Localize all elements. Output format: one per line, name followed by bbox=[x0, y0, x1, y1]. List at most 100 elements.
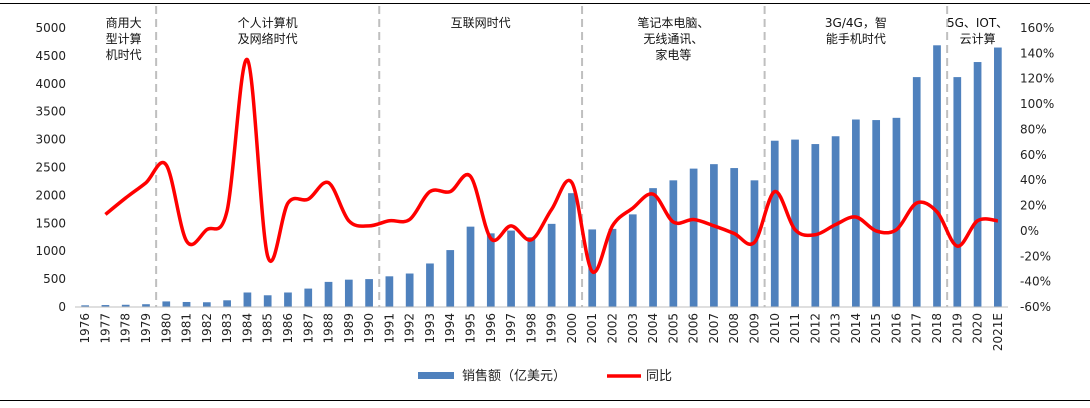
yoy-growth-line bbox=[104, 57, 999, 274]
era-label: 及网络时代 bbox=[238, 31, 298, 46]
y-right-tick: -60% bbox=[1020, 300, 1051, 314]
x-tick-2014: 2014 bbox=[849, 313, 863, 344]
era-label: 笔记本电脑、 bbox=[637, 15, 709, 30]
y-left-tick: 2500 bbox=[35, 161, 66, 175]
bar-1976 bbox=[81, 305, 89, 307]
x-tick-1995: 1995 bbox=[464, 313, 478, 344]
x-tick-2007: 2007 bbox=[707, 313, 721, 344]
y-right-tick: 20% bbox=[1020, 199, 1047, 213]
x-tick-1978: 1978 bbox=[119, 313, 133, 344]
y-left-tick: 4000 bbox=[35, 77, 66, 91]
x-tick-2002: 2002 bbox=[605, 313, 619, 344]
bar-1981 bbox=[182, 301, 191, 307]
y-left-tick: 3000 bbox=[35, 133, 66, 147]
bar-2021E bbox=[994, 47, 1002, 307]
era-label: 型计算 bbox=[106, 31, 142, 46]
x-tick-2018: 2018 bbox=[930, 313, 944, 344]
bar-1993 bbox=[426, 263, 434, 307]
x-tick-2009: 2009 bbox=[747, 313, 761, 344]
bar-2017 bbox=[912, 77, 921, 307]
era-label: 个人计算机 bbox=[238, 15, 298, 30]
era-label: 云计算 bbox=[960, 31, 996, 46]
bar-1990 bbox=[365, 279, 373, 307]
x-tick-1981: 1981 bbox=[180, 313, 194, 344]
legend-label-line: 同比 bbox=[646, 369, 672, 384]
x-tick-1986: 1986 bbox=[281, 313, 295, 344]
bottom-border bbox=[0, 400, 1090, 401]
line-layer bbox=[104, 57, 999, 274]
y-left-tick: 1500 bbox=[35, 216, 66, 230]
x-tick-1988: 1988 bbox=[322, 313, 336, 344]
bar-2007 bbox=[710, 164, 718, 307]
bar-2020 bbox=[973, 62, 982, 308]
x-tick-1980: 1980 bbox=[159, 313, 173, 344]
era-label: 能手机时代 bbox=[826, 32, 886, 46]
bar-2005 bbox=[669, 180, 678, 307]
y-right-tick: 60% bbox=[1020, 148, 1047, 162]
x-tick-2008: 2008 bbox=[727, 313, 741, 344]
x-tick-2021E: 2021E bbox=[991, 313, 1005, 351]
bar-2016 bbox=[892, 117, 901, 307]
x-tick-2003: 2003 bbox=[626, 313, 640, 344]
era-label: 家电等 bbox=[655, 47, 691, 62]
bar-2011 bbox=[791, 139, 799, 307]
x-tick-2013: 2013 bbox=[829, 313, 843, 344]
y-right-tick: 140% bbox=[1020, 46, 1054, 60]
y-left-tick: 4500 bbox=[35, 49, 66, 63]
x-tick-2001: 2001 bbox=[585, 313, 599, 344]
y-left-tick: 5000 bbox=[35, 21, 66, 35]
x-tick-1989: 1989 bbox=[342, 313, 356, 344]
bar-2013 bbox=[831, 136, 840, 307]
y-right-tick: 80% bbox=[1020, 122, 1047, 136]
x-tick-1987: 1987 bbox=[301, 313, 315, 344]
x-tick-1985: 1985 bbox=[261, 313, 275, 344]
y-left-tick: 3500 bbox=[35, 105, 66, 119]
bar-1979 bbox=[142, 304, 150, 307]
bar-1992 bbox=[405, 273, 414, 307]
bar-2018 bbox=[933, 45, 941, 307]
bar-1991 bbox=[385, 276, 394, 307]
axes-layer: 0 500 1000 1500 2000 2500 3000 3500 4000 4500 5000… bbox=[35, 21, 1054, 351]
bar-2000 bbox=[568, 193, 576, 307]
bar-2003 bbox=[628, 214, 637, 307]
x-tick-1994: 1994 bbox=[443, 313, 457, 344]
y-right-tick: -40% bbox=[1020, 275, 1051, 289]
bar-2014 bbox=[852, 119, 860, 308]
x-tick-2016: 2016 bbox=[889, 313, 903, 344]
x-tick-2005: 2005 bbox=[666, 313, 680, 344]
x-tick-2019: 2019 bbox=[950, 313, 964, 344]
bar-1994 bbox=[446, 250, 455, 307]
top-border bbox=[0, 3, 1090, 4]
x-tick-2006: 2006 bbox=[687, 313, 701, 344]
y-right-tick: -20% bbox=[1020, 249, 1051, 263]
x-tick-1997: 1997 bbox=[504, 313, 518, 344]
bar-2002 bbox=[608, 228, 617, 307]
legend: 销售额（亿美元） 同比 bbox=[418, 368, 672, 384]
y-right-tick: 120% bbox=[1020, 72, 1054, 86]
bar-1980 bbox=[162, 301, 171, 307]
x-tick-1996: 1996 bbox=[484, 313, 498, 344]
x-tick-2010: 2010 bbox=[768, 313, 782, 344]
bar-1989 bbox=[344, 279, 353, 307]
bar-1999 bbox=[547, 223, 556, 307]
x-tick-1993: 1993 bbox=[423, 313, 437, 344]
bar-2015 bbox=[872, 120, 881, 307]
bar-1984 bbox=[243, 292, 252, 307]
x-tick-1998: 1998 bbox=[524, 313, 538, 344]
bar-1983 bbox=[223, 300, 231, 307]
bar-1987 bbox=[304, 288, 313, 307]
x-tick-1977: 1977 bbox=[98, 313, 112, 344]
era-label: 无线通讯、 bbox=[643, 32, 703, 46]
x-tick-1999: 1999 bbox=[545, 313, 559, 344]
x-tick-1992: 1992 bbox=[403, 313, 417, 344]
bar-1982 bbox=[202, 302, 211, 307]
y-right-tick: 0% bbox=[1020, 224, 1039, 238]
bar-1977 bbox=[101, 305, 110, 307]
bars-layer bbox=[81, 45, 1002, 308]
y-left-tick: 0 bbox=[58, 300, 66, 314]
y-left-tick: 2000 bbox=[35, 188, 66, 202]
x-tick-1984: 1984 bbox=[240, 313, 254, 344]
bar-1996 bbox=[486, 233, 495, 307]
